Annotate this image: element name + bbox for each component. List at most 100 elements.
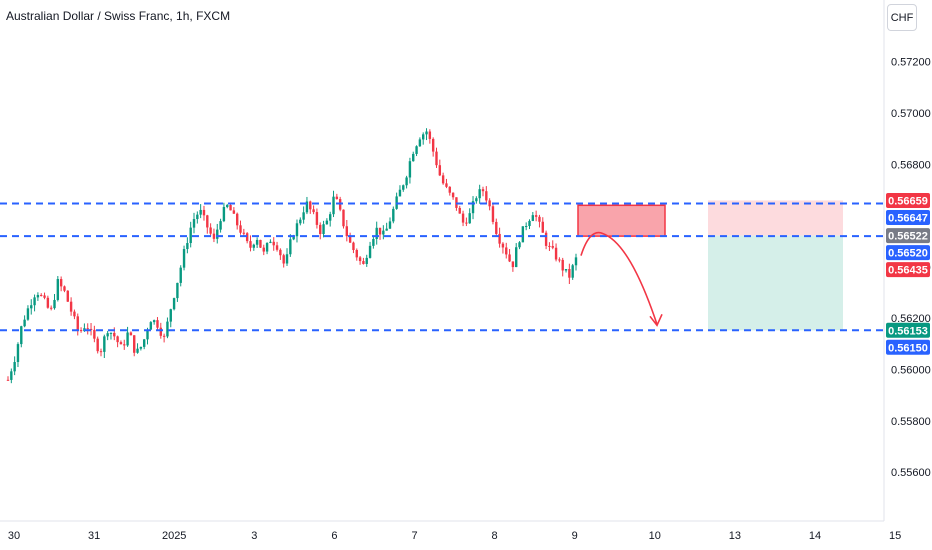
candle-body	[139, 346, 143, 349]
candle-body	[103, 336, 106, 352]
candle-body	[199, 209, 202, 215]
candle-body	[312, 209, 315, 213]
candle-body	[431, 138, 435, 152]
candle-body	[378, 227, 382, 235]
candle-body	[209, 227, 212, 234]
candle-body	[571, 265, 574, 278]
candle-body	[162, 335, 166, 337]
candle-body	[142, 339, 146, 347]
candle-body	[36, 294, 40, 298]
candle-body	[368, 245, 372, 258]
candle-body	[146, 329, 149, 340]
candle-body	[465, 222, 468, 224]
candle-body	[534, 215, 538, 217]
candle-body	[232, 210, 236, 214]
candle-body	[33, 297, 36, 306]
candle-body	[544, 232, 548, 246]
candle-body	[289, 239, 292, 255]
candle-body	[279, 249, 282, 256]
candle-body	[126, 332, 129, 346]
currency-button[interactable]: CHF	[887, 4, 917, 31]
candle-body	[212, 233, 216, 239]
x-tick-label: 3	[251, 530, 257, 542]
candle-body	[245, 233, 249, 242]
candle-body	[362, 261, 365, 264]
candle-body	[123, 344, 126, 346]
candle-body	[398, 189, 402, 197]
candle-body	[495, 221, 498, 234]
candle-body	[441, 175, 445, 184]
candle-body	[86, 328, 89, 330]
candle-body	[365, 257, 368, 264]
candle-body	[422, 134, 425, 140]
candle-body	[10, 371, 13, 380]
candle-body	[322, 224, 325, 235]
candle-body	[501, 243, 505, 248]
candle-body	[402, 185, 405, 190]
candle-body	[425, 131, 428, 135]
candle-body	[96, 338, 99, 352]
candle-body	[392, 208, 395, 222]
candle-body	[265, 242, 269, 252]
candle-body	[481, 189, 485, 192]
candle-body	[252, 244, 256, 248]
x-tick-label: 7	[411, 530, 417, 542]
candle-body	[206, 215, 209, 228]
candle-body	[551, 246, 554, 248]
candle-body	[451, 192, 455, 198]
candle-body	[89, 328, 93, 330]
candle-body	[176, 282, 179, 299]
candle-body	[182, 249, 186, 268]
candle-body	[255, 239, 259, 245]
candle-body	[309, 201, 312, 210]
candle-body	[382, 230, 385, 235]
supply-zone-box	[577, 204, 666, 237]
y-tick-label: 0.55600	[891, 467, 931, 479]
candle-body	[335, 196, 339, 200]
candle-body	[26, 308, 30, 320]
candle-body	[63, 286, 66, 291]
candle-body	[412, 153, 415, 162]
x-tick-label: 31	[88, 530, 100, 542]
candle-body	[99, 351, 103, 353]
candle-body	[6, 379, 10, 381]
candle-body	[508, 254, 511, 262]
candle-body	[405, 177, 408, 186]
y-tick-label: 0.55800	[891, 416, 931, 428]
candle-body	[116, 336, 119, 343]
plot-area	[0, 128, 884, 384]
price-badge-label: 0.56522	[888, 231, 928, 243]
y-tick-label: 0.56000	[891, 365, 931, 377]
price-badge	[886, 245, 930, 261]
candle-body	[325, 220, 329, 225]
time-axis[interactable]: 30 31 2025 3 6 7 8 9 10 13 14 15	[8, 530, 901, 542]
candle-body	[69, 301, 73, 312]
price-badge	[886, 322, 930, 338]
candle-body	[458, 207, 461, 214]
candle-body	[385, 228, 388, 231]
candle-body	[56, 279, 60, 300]
candle-body	[222, 206, 226, 222]
candle-body	[328, 214, 332, 221]
candle-body	[531, 215, 535, 221]
candle-body	[76, 316, 79, 331]
x-tick-label: 15	[889, 530, 901, 542]
price-badge-label: 0.56150	[888, 342, 928, 354]
candle-body	[259, 239, 262, 248]
price-badge-label: 0.56435	[888, 265, 928, 277]
candle-body	[13, 362, 16, 372]
candle-body	[113, 332, 116, 337]
candle-body	[49, 307, 53, 309]
candle-body	[202, 209, 206, 216]
candle-body	[355, 249, 358, 258]
candle-body	[285, 254, 289, 264]
candle-body	[315, 212, 319, 225]
candle-body	[375, 227, 378, 240]
candle-body	[79, 330, 83, 332]
x-tick-label: 2025	[162, 530, 186, 542]
candle-body	[348, 236, 352, 243]
x-tick-label: 30	[8, 530, 20, 542]
candle-body	[172, 298, 176, 310]
candle-body	[93, 329, 96, 339]
